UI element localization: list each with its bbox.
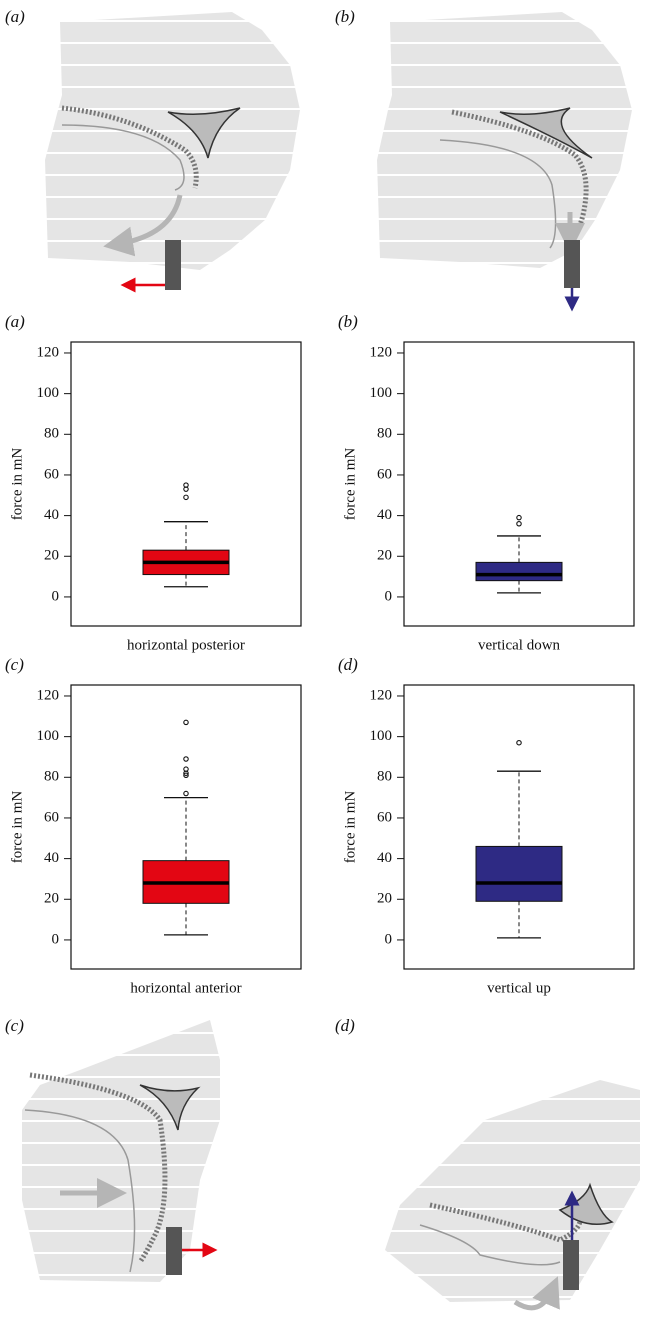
outlier (516, 520, 522, 527)
plot-frame (403, 341, 635, 627)
x-axis-label: vertical up (487, 980, 551, 996)
y-tick-label: 100 (370, 385, 393, 401)
outlier (183, 494, 189, 501)
diagram-c (22, 1020, 220, 1282)
box (475, 845, 563, 902)
y-tick-label: 0 (52, 588, 60, 604)
panel-label: (c) (5, 1016, 24, 1035)
x-axis-label: horizontal anterior (130, 980, 241, 996)
plot-frame (70, 684, 302, 970)
y-tick-label: 0 (385, 588, 393, 604)
y-tick-label: 120 (370, 344, 393, 360)
panel-label: (a) (5, 312, 25, 331)
y-tick-label: 120 (37, 344, 60, 360)
x-axis-label: vertical down (478, 637, 561, 653)
y-tick-label: 60 (44, 466, 59, 482)
outlier (183, 790, 189, 797)
panel-label: (b) (338, 312, 358, 331)
outlier (183, 756, 189, 762)
y-tick-label: 20 (377, 548, 392, 564)
y-tick-label: 20 (377, 891, 392, 907)
y-axis-label: force in mN (342, 448, 358, 521)
y-tick-label: 100 (370, 728, 393, 744)
y-tick-label: 40 (377, 850, 392, 866)
outlier (183, 482, 189, 488)
outlier (183, 772, 189, 779)
diagram-d (385, 1080, 640, 1311)
outlier (516, 739, 522, 746)
y-tick-label: 20 (44, 548, 59, 564)
y-tick-label: 0 (385, 931, 393, 947)
y-tick-label: 120 (370, 687, 393, 703)
y-tick-label: 80 (377, 426, 392, 442)
y-axis-label: force in mN (9, 448, 25, 521)
y-tick-label: 0 (52, 931, 60, 947)
y-tick-label: 60 (377, 809, 392, 825)
y-tick-label: 60 (44, 809, 59, 825)
x-axis-label: horizontal posterior (127, 637, 245, 653)
diagram-a (45, 12, 300, 293)
panel-label: (c) (5, 655, 24, 674)
y-tick-label: 120 (37, 687, 60, 703)
outlier (183, 719, 189, 726)
y-tick-label: 100 (37, 385, 60, 401)
y-tick-label: 20 (44, 891, 59, 907)
diagram-b (377, 12, 632, 312)
box (475, 561, 563, 582)
plot-frame (403, 684, 635, 970)
panel-label: (b) (335, 7, 355, 26)
plot-frame (70, 341, 302, 627)
y-tick-label: 40 (44, 507, 59, 523)
outlier (183, 766, 189, 772)
panel-label: (d) (335, 1016, 355, 1035)
panel-label: (d) (338, 655, 358, 674)
outlier (516, 514, 522, 521)
panel-label: (a) (5, 7, 25, 26)
y-axis-label: force in mN (342, 791, 358, 864)
y-tick-label: 60 (377, 466, 392, 482)
y-axis-label: force in mN (9, 791, 25, 864)
y-tick-label: 80 (44, 769, 59, 785)
y-tick-label: 100 (37, 728, 60, 744)
y-tick-label: 80 (44, 426, 59, 442)
y-tick-label: 40 (377, 507, 392, 523)
y-tick-label: 40 (44, 850, 59, 866)
y-tick-label: 80 (377, 769, 392, 785)
